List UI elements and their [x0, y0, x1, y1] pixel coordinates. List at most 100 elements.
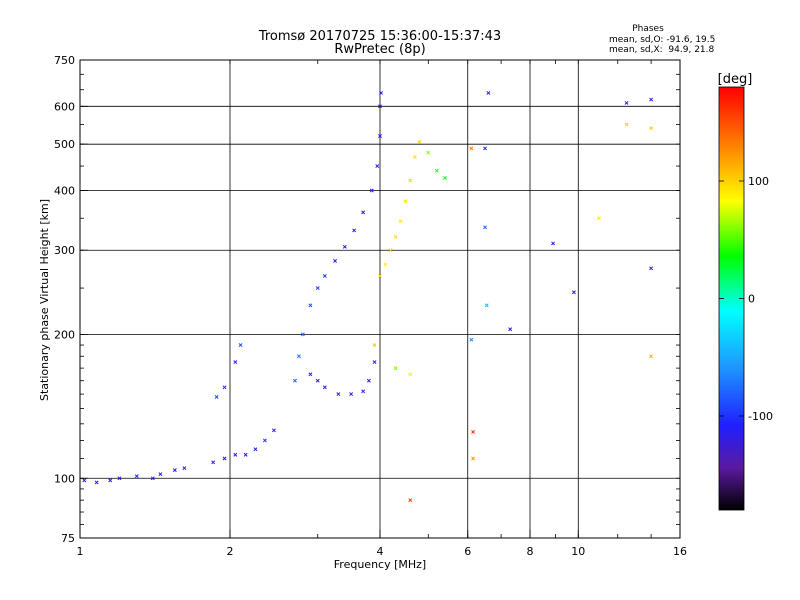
- data-point: [649, 126, 654, 131]
- data-point: [296, 354, 301, 359]
- data-point: [308, 372, 313, 377]
- axis-ticks: 1 2 4 6 8 10 16 75 100 200 300 400 500 600 750: [54, 54, 687, 558]
- y-tick-label: 600: [54, 100, 75, 113]
- data-point-stroke: [94, 480, 99, 485]
- data-point: [315, 286, 320, 291]
- data-point: [375, 164, 380, 168]
- data-point: [233, 452, 238, 457]
- data-point-stroke: [471, 430, 476, 434]
- data-point: [649, 266, 654, 271]
- data-point-stroke: [372, 360, 377, 365]
- y-tick-label: 200: [54, 328, 75, 341]
- data-point: [508, 327, 513, 332]
- data-point-stroke: [108, 478, 113, 483]
- x-tick-label: 2: [227, 545, 234, 558]
- data-point: [596, 216, 601, 221]
- data-point: [551, 241, 556, 246]
- data-point-stroke: [182, 466, 187, 471]
- data-point-stroke: [408, 498, 413, 503]
- phase-stats-heading: Phases: [632, 24, 664, 34]
- y-tick-label: 75: [61, 532, 75, 545]
- data-point-stroke: [408, 178, 413, 183]
- data-point: [333, 258, 338, 263]
- data-point: [82, 478, 87, 483]
- data-point: [379, 90, 384, 95]
- data-point-stroke: [378, 104, 382, 109]
- data-point: [442, 175, 447, 180]
- data-point-stroke: [349, 392, 354, 397]
- data-point-stroke: [469, 337, 474, 342]
- data-point: [378, 104, 382, 109]
- data-point-stroke: [434, 168, 439, 173]
- data-point: [624, 100, 629, 105]
- data-point-stroke: [379, 90, 384, 95]
- data-point-stroke: [333, 258, 338, 263]
- data-point: [361, 389, 366, 394]
- data-point-stroke: [253, 447, 258, 452]
- data-point: [243, 452, 248, 457]
- data-point: [222, 385, 227, 390]
- data-point-stroke: [571, 290, 576, 295]
- data-point: [349, 392, 354, 397]
- data-point-stroke: [211, 460, 216, 465]
- data-point-stroke: [315, 378, 320, 383]
- colorbar-tick-label: -100: [748, 410, 773, 423]
- data-point-stroke: [624, 122, 629, 127]
- x-tick-label: 16: [673, 545, 687, 558]
- data-point: [434, 168, 439, 173]
- data-point-stroke: [300, 332, 305, 337]
- data-point-stroke: [596, 216, 601, 221]
- data-point: [271, 428, 276, 433]
- data-point: [322, 274, 327, 278]
- colorbar-tick-label: 100: [748, 175, 769, 188]
- x-tick-label: 4: [377, 545, 384, 558]
- data-point: [300, 332, 305, 337]
- data-point: [222, 456, 227, 461]
- data-point: [134, 474, 139, 479]
- data-point-stroke: [483, 146, 488, 151]
- data-point: [315, 378, 320, 383]
- x-axis-label: Frequency [MHz]: [334, 558, 426, 571]
- data-point-stroke: [378, 134, 382, 138]
- data-point-stroke: [426, 150, 431, 155]
- data-point: [383, 262, 388, 267]
- data-point-stroke: [158, 472, 163, 477]
- data-point: [426, 150, 431, 155]
- data-point-stroke: [649, 126, 654, 131]
- data-point-stroke: [393, 366, 398, 371]
- data-point-stroke: [292, 378, 297, 383]
- x-tick-label: 6: [464, 545, 471, 558]
- data-point: [108, 478, 113, 483]
- data-point: [262, 438, 267, 443]
- data-point-stroke: [417, 140, 422, 145]
- data-point: [393, 366, 398, 371]
- data-point: [322, 385, 327, 390]
- data-point: [214, 394, 219, 399]
- data-point: [408, 178, 413, 183]
- data-point-stroke: [222, 385, 227, 390]
- data-point-stroke: [82, 478, 87, 483]
- data-point-stroke: [378, 274, 382, 278]
- data-point-stroke: [322, 385, 327, 390]
- data-point: [483, 225, 488, 230]
- data-point: [342, 244, 347, 249]
- data-point: [117, 476, 122, 481]
- data-point-stroke: [271, 428, 276, 433]
- data-point: [484, 303, 489, 308]
- y-tick-label: 300: [54, 244, 75, 257]
- grid-lines: [80, 60, 680, 538]
- data-point-stroke: [469, 146, 474, 151]
- data-point: [393, 234, 398, 239]
- data-point: [352, 228, 357, 233]
- data-point: [408, 498, 413, 503]
- data-point: [471, 456, 476, 461]
- data-point-stroke: [342, 244, 347, 249]
- data-point: [571, 290, 576, 295]
- data-point-stroke: [361, 389, 366, 394]
- data-point: [182, 466, 187, 471]
- data-point: [211, 460, 216, 465]
- data-point-stroke: [369, 188, 374, 193]
- data-point: [471, 430, 476, 434]
- data-point-stroke: [262, 438, 267, 443]
